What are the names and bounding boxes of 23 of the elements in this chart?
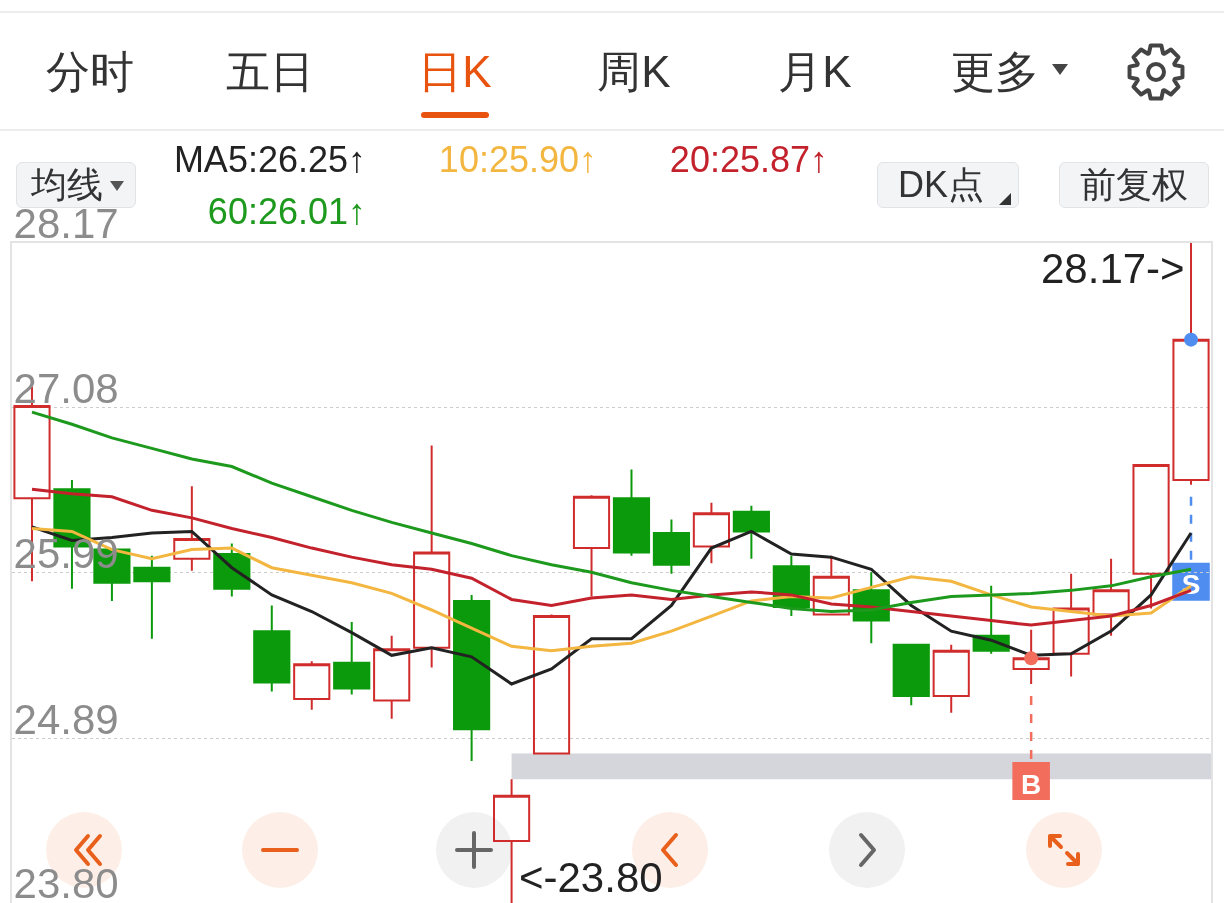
y-tick-label: 24.89 — [13, 695, 119, 743]
annotation: <-23.80 — [519, 854, 663, 901]
tab[interactable]: 五日 — [226, 44, 314, 100]
chevron-right-icon[interactable] — [828, 811, 906, 889]
text: 60:26.01↑ — [207, 190, 366, 234]
text: MA5:26.25↑ — [173, 138, 366, 182]
text: 20:25.87↑ — [669, 138, 828, 182]
button[interactable]: 均线 — [16, 162, 136, 208]
minus-icon[interactable] — [241, 811, 319, 889]
tab[interactable]: 月K — [778, 44, 852, 100]
tab[interactable]: 日K — [418, 44, 492, 100]
text: 10:25.90↑ — [438, 138, 597, 182]
annotation: B — [1021, 768, 1042, 800]
y-tick-label: 23.80 — [13, 860, 119, 903]
button[interactable]: DK点 — [877, 162, 1019, 208]
button[interactable]: 前复权 — [1059, 162, 1209, 208]
y-tick-label: 27.08 — [13, 364, 119, 412]
tab[interactable]: 更多 — [951, 44, 1039, 100]
annotation: 28.17-> — [1041, 245, 1185, 292]
tab[interactable]: 分时 — [46, 44, 134, 100]
plus-icon[interactable] — [435, 811, 513, 889]
tab[interactable]: 周K — [597, 44, 671, 100]
expand-icon[interactable] — [1025, 811, 1103, 889]
